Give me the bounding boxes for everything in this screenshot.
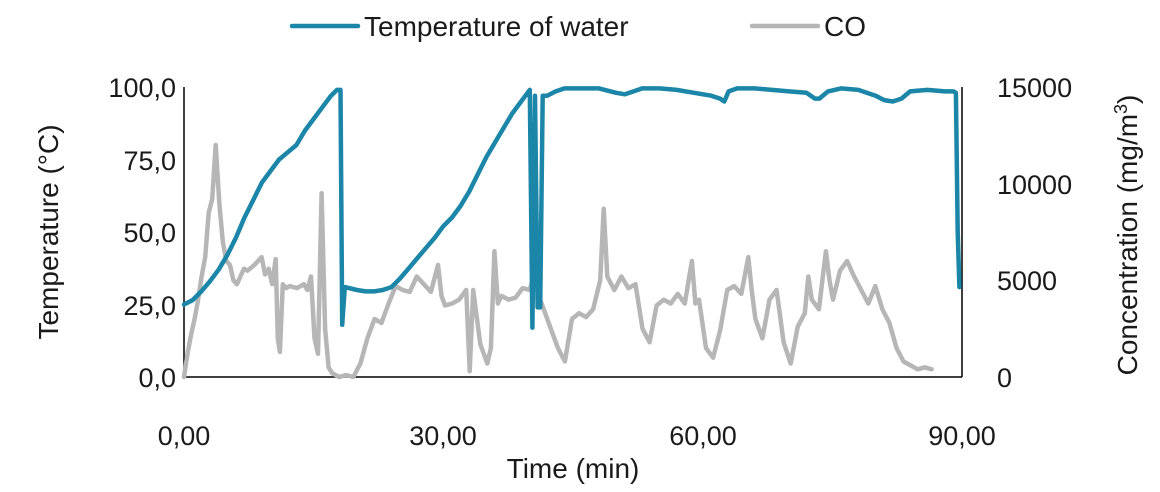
x-axis-title: Time (min) — [507, 453, 640, 484]
y-right-tick-label: 15000 — [997, 73, 1072, 103]
y-right-tick-label: 0 — [997, 363, 1012, 393]
y-left-tick-label: 100,0 — [108, 73, 176, 103]
y-left-tick-label: 50,0 — [123, 218, 176, 248]
y-right-tick-labels: 0 5000 10000 15000 — [997, 73, 1072, 393]
y-left-tick-label: 25,0 — [123, 291, 176, 321]
y-right-axis-title: Concentration (mg/m3) — [1111, 95, 1143, 376]
y-right-axis-title-text: Concentration (mg/m — [1112, 114, 1143, 375]
y-right-tick-label: 5000 — [997, 266, 1057, 296]
legend-label-co: CO — [824, 11, 866, 42]
x-tick-label: 0,00 — [158, 421, 211, 451]
legend: Temperature of water CO — [289, 11, 866, 42]
y-left-tick-label: 75,0 — [123, 146, 176, 176]
series-line-temperature — [181, 86, 962, 330]
y-right-tick-label: 10000 — [997, 170, 1072, 200]
x-tick-label: 30,00 — [409, 421, 477, 451]
legend-label-temperature: Temperature of water — [364, 11, 629, 42]
y-left-axis-title: Temperature (°C) — [33, 124, 64, 339]
y-right-axis-title-close: ) — [1112, 95, 1143, 104]
plot-area — [181, 86, 962, 380]
y-left-tick-label: 0,0 — [138, 363, 176, 393]
x-tick-labels: 0,00 30,00 60,00 90,00 — [158, 421, 996, 451]
y-left-tick-labels: 0,0 25,0 50,0 75,0 100,0 — [108, 73, 176, 393]
x-tick-label: 90,00 — [928, 421, 996, 451]
y-right-axis-title-superscript: 3 — [1111, 104, 1131, 114]
series-line-co — [181, 142, 934, 380]
x-tick-label: 60,00 — [669, 421, 737, 451]
